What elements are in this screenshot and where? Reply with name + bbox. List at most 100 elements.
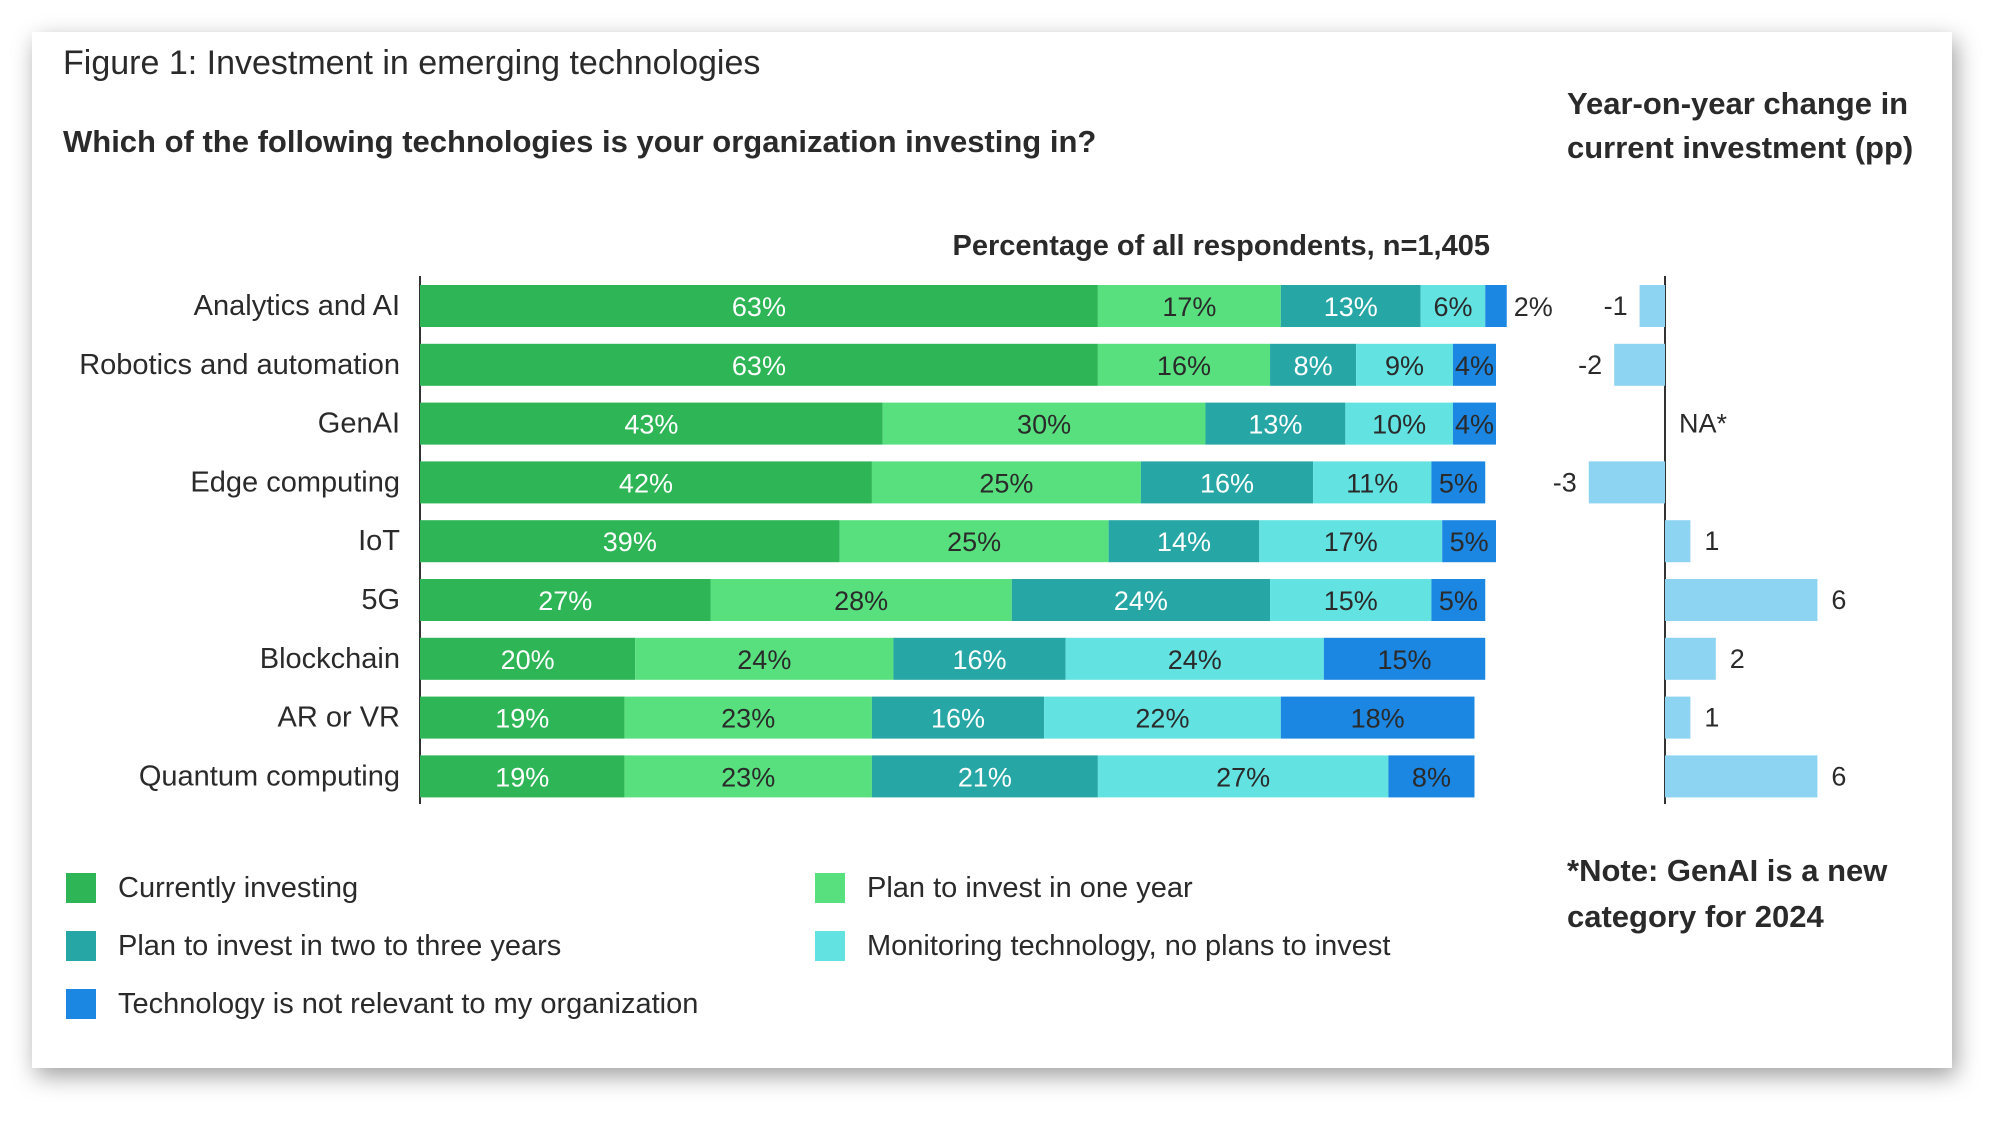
- bar-segment: [1270, 579, 1432, 621]
- bar-segment: [1280, 696, 1475, 739]
- yoy-label: 1: [1704, 703, 1719, 733]
- bar-segment: [1259, 520, 1443, 563]
- bar-segment: [1097, 285, 1281, 327]
- bar-segment: [420, 285, 1098, 327]
- data-label: 17%: [1324, 527, 1378, 557]
- category-label: Quantum computing: [139, 760, 400, 792]
- yoy-title-line1: Year-on-year change in: [1567, 86, 1909, 121]
- data-label: 21%: [958, 762, 1012, 792]
- data-label: 4%: [1455, 351, 1494, 381]
- note-line2: category for 2024: [1567, 899, 1824, 934]
- legend-swatch: [66, 989, 96, 1019]
- yoy-label: 6: [1831, 585, 1846, 615]
- data-label: 43%: [624, 410, 678, 440]
- bar-segment: [420, 402, 883, 445]
- yoy-bar: [1665, 755, 1818, 798]
- yoy-label: NA*: [1679, 409, 1728, 439]
- data-label: 42%: [619, 468, 673, 498]
- data-label: 5%: [1439, 586, 1478, 616]
- bar-segment: [1011, 579, 1271, 621]
- yoy-label: 6: [1831, 761, 1846, 791]
- bar-segment: [1431, 461, 1486, 504]
- figure-title: Figure 1: Investment in emerging technol…: [63, 44, 761, 82]
- data-label: 25%: [979, 468, 1033, 498]
- data-label: 8%: [1412, 762, 1451, 792]
- bar-segment: [839, 520, 1109, 563]
- bar-segment: [1280, 285, 1421, 327]
- bar-segment: [1097, 343, 1271, 386]
- data-label: 13%: [1324, 292, 1378, 322]
- yoy-label: 2: [1730, 644, 1745, 674]
- data-label: 24%: [1168, 645, 1222, 675]
- bar-segment: [624, 696, 872, 739]
- data-label: 27%: [1216, 762, 1270, 792]
- legend-label: Monitoring technology, no plans to inves…: [867, 930, 1391, 962]
- data-label: 10%: [1372, 410, 1426, 440]
- data-label: 13%: [1248, 410, 1302, 440]
- bar-segment: [871, 696, 1045, 739]
- data-label: 19%: [495, 704, 549, 734]
- category-label: AR or VR: [278, 702, 400, 734]
- legend-label: Technology is not relevant to my organiz…: [118, 988, 699, 1020]
- data-label: 16%: [1200, 468, 1254, 498]
- bar-segment: [1323, 637, 1486, 680]
- bar-segment: [420, 696, 625, 739]
- data-label: 5%: [1450, 527, 1489, 557]
- data-label: 2%: [1514, 292, 1553, 322]
- data-label: 16%: [952, 645, 1006, 675]
- bar-segment: [1431, 579, 1486, 621]
- category-label: Edge computing: [190, 466, 400, 498]
- bar-segment: [1097, 755, 1389, 798]
- legend-label: Plan to invest in one year: [867, 872, 1193, 904]
- bar-segment: [1345, 402, 1453, 445]
- data-label: 8%: [1294, 351, 1333, 381]
- chart-question: Which of the following technologies is y…: [63, 124, 1097, 159]
- bar-segment: [882, 402, 1206, 445]
- yoy-title: Year-on-year change in current investmen…: [1567, 82, 1913, 170]
- genai-note: *Note: GenAI is a new category for 2024: [1567, 848, 1887, 940]
- bar-segment: [1108, 520, 1260, 563]
- data-label: 15%: [1324, 586, 1378, 616]
- data-label: 24%: [737, 645, 791, 675]
- bar-segment: [871, 755, 1098, 798]
- yoy-bar: [1665, 520, 1691, 563]
- bar-segment: [1065, 637, 1324, 680]
- note-line1: *Note: GenAI is a new: [1567, 853, 1888, 888]
- data-label: 63%: [732, 351, 786, 381]
- yoy-bar: [1588, 461, 1665, 504]
- category-label: 5G: [361, 584, 400, 616]
- yoy-bar: [1614, 343, 1665, 386]
- data-label: 6%: [1433, 292, 1472, 322]
- data-label: 23%: [721, 762, 775, 792]
- bar-segment: [1388, 755, 1475, 798]
- bar-segment: [420, 579, 711, 621]
- category-label: IoT: [358, 525, 400, 557]
- data-label: 63%: [732, 292, 786, 322]
- data-label: 11%: [1346, 468, 1398, 498]
- data-label: 24%: [1114, 586, 1168, 616]
- data-label: 14%: [1157, 527, 1211, 557]
- bar-segment: [624, 755, 872, 798]
- yoy-bar: [1665, 696, 1691, 739]
- bar-segment: [420, 637, 636, 680]
- bar-segment: [1452, 402, 1496, 445]
- data-label: 18%: [1351, 704, 1405, 734]
- yoy-bar: [1665, 579, 1818, 621]
- data-label: 22%: [1135, 704, 1189, 734]
- yoy-label: 1: [1704, 526, 1719, 556]
- legend-swatch: [815, 931, 845, 961]
- bar-segment: [420, 461, 872, 504]
- bar-segment: [635, 637, 894, 680]
- data-label: 16%: [1157, 351, 1211, 381]
- bar-segment: [710, 579, 1012, 621]
- bar-segment: [1356, 343, 1453, 386]
- data-label: 17%: [1162, 292, 1216, 322]
- legend-label: Currently investing: [118, 872, 359, 904]
- chart-subtitle: Percentage of all respondents, n=1,405: [952, 230, 1490, 262]
- data-label: 27%: [538, 586, 592, 616]
- data-label: 5%: [1439, 468, 1478, 498]
- data-label: 30%: [1017, 410, 1071, 440]
- bar-segment: [893, 637, 1066, 680]
- bar-segment: [871, 461, 1141, 504]
